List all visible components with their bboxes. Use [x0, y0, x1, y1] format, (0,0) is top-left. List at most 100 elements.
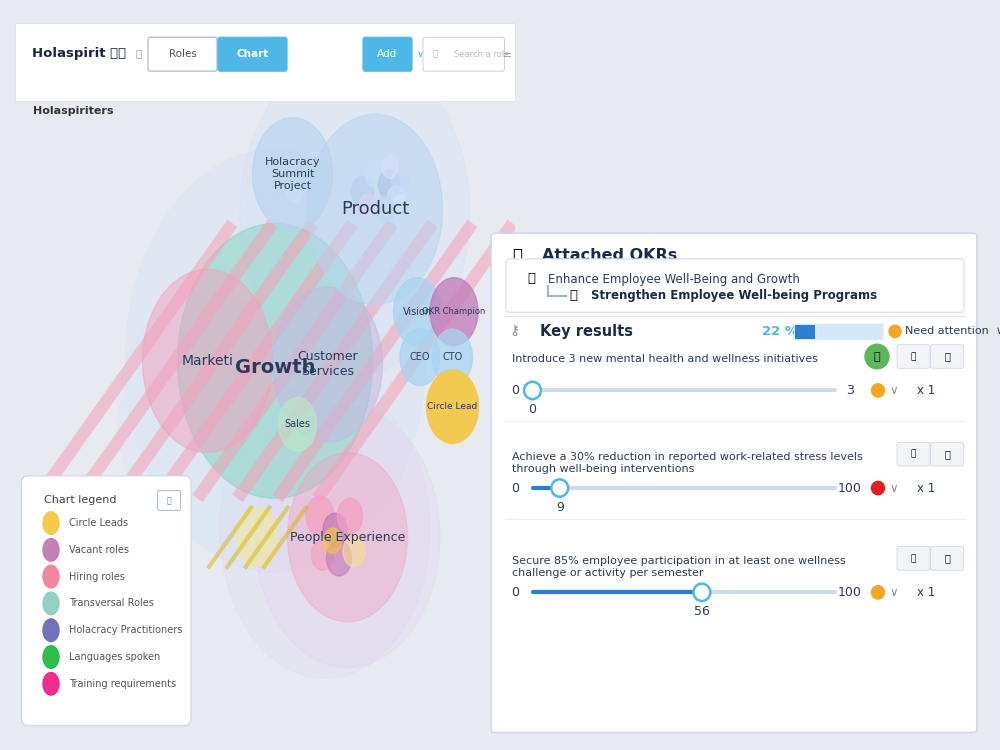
Text: ∨: ∨ [889, 482, 898, 494]
Circle shape [872, 482, 885, 495]
Text: 👤: 👤 [911, 554, 916, 563]
Circle shape [43, 512, 59, 534]
Text: Sales: Sales [285, 419, 310, 429]
FancyBboxPatch shape [15, 22, 515, 101]
FancyBboxPatch shape [897, 547, 930, 570]
Text: Holaspirit 🇬🇧: Holaspirit 🇬🇧 [32, 47, 127, 60]
Circle shape [359, 194, 376, 217]
Circle shape [366, 160, 384, 188]
Circle shape [43, 646, 59, 668]
Text: CTO: CTO [442, 352, 463, 362]
Text: OKR Champion: OKR Champion [422, 307, 486, 316]
Circle shape [426, 370, 479, 443]
Text: Product: Product [341, 200, 409, 218]
Circle shape [294, 165, 312, 190]
Text: 🗑: 🗑 [944, 352, 950, 362]
Circle shape [394, 278, 442, 346]
Circle shape [391, 169, 409, 194]
Text: ⚌: ⚌ [502, 50, 511, 59]
Circle shape [338, 499, 362, 534]
FancyBboxPatch shape [930, 547, 964, 570]
Circle shape [252, 118, 332, 230]
FancyBboxPatch shape [506, 259, 964, 312]
Circle shape [220, 382, 430, 678]
Circle shape [118, 290, 298, 544]
Text: Chart legend: Chart legend [44, 496, 116, 506]
Text: 🗑: 🗑 [944, 449, 950, 459]
Circle shape [872, 586, 885, 599]
Circle shape [143, 269, 272, 452]
Text: 👤: 👤 [911, 450, 916, 459]
Circle shape [695, 586, 708, 599]
Circle shape [272, 287, 382, 442]
Circle shape [43, 538, 59, 561]
Circle shape [326, 541, 352, 576]
Circle shape [43, 673, 59, 695]
Circle shape [278, 398, 316, 451]
Text: Customer
Services: Customer Services [297, 350, 358, 379]
FancyBboxPatch shape [930, 345, 964, 368]
Text: ⭐: ⭐ [528, 272, 536, 286]
Circle shape [432, 329, 473, 386]
Text: 🧑: 🧑 [874, 352, 880, 362]
Text: Key results: Key results [540, 324, 633, 339]
Circle shape [272, 167, 292, 195]
FancyBboxPatch shape [491, 233, 977, 733]
Text: 56: 56 [694, 605, 710, 618]
Text: Chart: Chart [236, 50, 269, 59]
Circle shape [43, 619, 59, 641]
Text: 9: 9 [556, 501, 564, 514]
Text: Growth: Growth [235, 358, 315, 377]
Text: Holaspiriters: Holaspiriters [32, 106, 113, 116]
Text: 0: 0 [511, 384, 519, 397]
Text: Training requirements: Training requirements [69, 679, 176, 688]
Circle shape [306, 496, 334, 536]
Circle shape [872, 384, 885, 397]
Circle shape [387, 186, 405, 211]
Circle shape [553, 482, 566, 495]
Text: Introduce 3 new mental health and wellness initiatives: Introduce 3 new mental health and wellne… [512, 355, 818, 364]
FancyBboxPatch shape [22, 476, 191, 725]
Circle shape [43, 566, 59, 588]
Circle shape [343, 536, 365, 567]
Text: Circle Leads: Circle Leads [69, 518, 128, 528]
Text: Circle Lead: Circle Lead [427, 402, 478, 411]
FancyBboxPatch shape [897, 442, 930, 466]
Circle shape [178, 224, 372, 498]
FancyBboxPatch shape [897, 345, 930, 368]
Text: Enhance Employee Well-Being and Growth: Enhance Employee Well-Being and Growth [548, 273, 799, 286]
Text: CEO: CEO [410, 352, 430, 362]
Circle shape [551, 478, 569, 497]
Circle shape [43, 592, 59, 615]
Text: x 1: x 1 [917, 482, 935, 494]
Text: Languages spoken: Languages spoken [69, 652, 160, 662]
FancyBboxPatch shape [930, 442, 964, 466]
Text: ∨: ∨ [889, 586, 898, 598]
Text: Hiring roles: Hiring roles [69, 572, 125, 582]
Text: x 1: x 1 [917, 586, 935, 598]
Text: 0: 0 [511, 586, 519, 598]
FancyBboxPatch shape [794, 324, 884, 340]
Text: Search a role: Search a role [454, 50, 510, 58]
Circle shape [323, 513, 347, 547]
Text: Achieve a 30% reduction in reported work-related stress levels
through well-bein: Achieve a 30% reduction in reported work… [512, 452, 863, 474]
FancyBboxPatch shape [795, 325, 815, 339]
Circle shape [312, 539, 334, 570]
FancyBboxPatch shape [148, 38, 217, 71]
Text: 3: 3 [846, 384, 854, 397]
Text: Need attention  ∨: Need attention ∨ [905, 326, 1000, 336]
Circle shape [237, 508, 278, 567]
Text: 22 %: 22 % [763, 325, 798, 338]
Text: 0: 0 [528, 404, 536, 416]
Circle shape [125, 149, 425, 572]
Circle shape [376, 196, 394, 223]
Text: Holacracy
Summit
Project: Holacracy Summit Project [265, 158, 320, 190]
Text: Attached OKRs: Attached OKRs [542, 248, 678, 263]
Text: x 1: x 1 [917, 384, 935, 397]
FancyBboxPatch shape [363, 38, 412, 71]
Text: Add: Add [377, 50, 398, 59]
Circle shape [524, 381, 542, 400]
Text: 100: 100 [838, 482, 862, 494]
Text: Vacant roles: Vacant roles [69, 544, 129, 555]
Circle shape [352, 176, 374, 207]
